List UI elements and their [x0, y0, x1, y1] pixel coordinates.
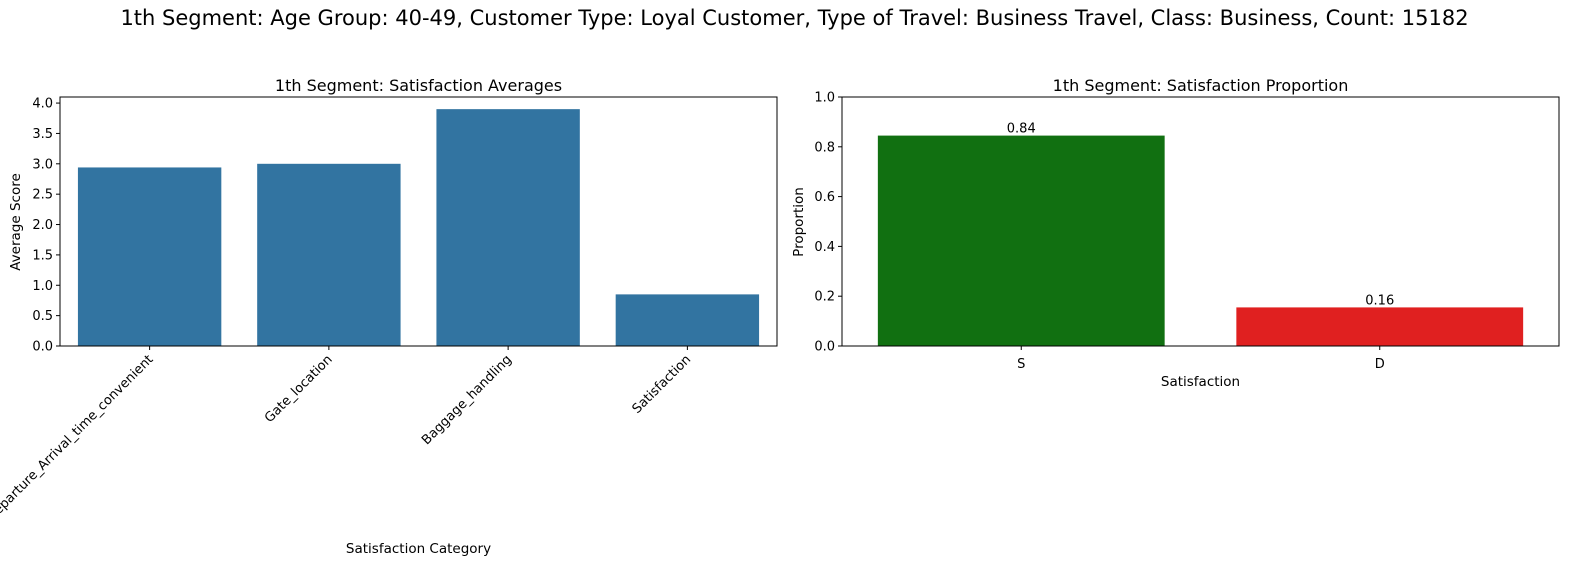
- data-label: 0.84: [1007, 122, 1036, 137]
- y-tick-label: 0.5: [32, 309, 53, 324]
- x-tick-label: Gate_location: [262, 352, 336, 426]
- y-tick-label: 3.5: [32, 127, 53, 142]
- chart-title: 1th Segment: Satisfaction Proportion: [1053, 76, 1349, 95]
- plot-area: 0.0 0.5 1.0 1.5 2.0 2.5 3.0 3.5 4.0 Departure_Arr…: [0, 96, 778, 525]
- figure-suptitle: 1th Segment: Age Group: 40-49, Customer …: [120, 6, 1468, 30]
- plot-area: 0.84 0.16 0.0 0.2 0.4 0.6 0.8 1.0 S D: [814, 91, 1560, 372]
- x-axis-label: Satisfaction Category: [346, 541, 491, 557]
- axes-frame: [59, 96, 778, 347]
- bar: [1236, 307, 1524, 346]
- y-tick-label: 1.0: [32, 279, 53, 294]
- y-tick-label: 0.4: [814, 240, 835, 255]
- y-tick-label: 0.2: [814, 290, 835, 305]
- data-label: 0.16: [1365, 293, 1394, 308]
- y-axis-label: Average Score: [8, 173, 24, 271]
- y-tick-label: 0.8: [814, 140, 835, 155]
- y-tick-label: 3.0: [32, 157, 53, 172]
- x-tick-label: Satisfaction: [630, 352, 695, 417]
- x-tick-label: S: [1017, 357, 1025, 372]
- bar: [77, 167, 222, 346]
- y-tick-label: 1.5: [32, 248, 53, 263]
- y-tick-label: 1.0: [814, 91, 835, 106]
- y-tick-label: 0.0: [814, 340, 835, 355]
- y-axis-label: Proportion: [791, 187, 807, 257]
- x-tick-label: D: [1375, 357, 1385, 372]
- bar: [257, 163, 401, 346]
- bar: [877, 135, 1165, 346]
- chart-satisfaction-averages: 1th Segment: Satisfaction Averages Avera…: [0, 76, 778, 557]
- y-tick-label: 2.5: [32, 188, 53, 203]
- bar: [615, 294, 760, 346]
- y-tick-label: 4.0: [32, 97, 53, 112]
- x-tick-label: Baggage_handling: [419, 352, 515, 448]
- y-tick-label: 0.0: [32, 340, 53, 355]
- chart-title: 1th Segment: Satisfaction Averages: [275, 76, 562, 95]
- y-tick-label: 2.0: [32, 218, 53, 233]
- y-tick-label: 0.6: [814, 190, 835, 205]
- x-tick-label: Departure_Arrival_time_convenient: [0, 352, 156, 525]
- chart-satisfaction-proportion: 1th Segment: Satisfaction Proportion Pro…: [791, 76, 1560, 390]
- axes-frame: [841, 96, 1560, 347]
- x-axis-label: Satisfaction: [1161, 374, 1240, 390]
- bar: [436, 109, 580, 347]
